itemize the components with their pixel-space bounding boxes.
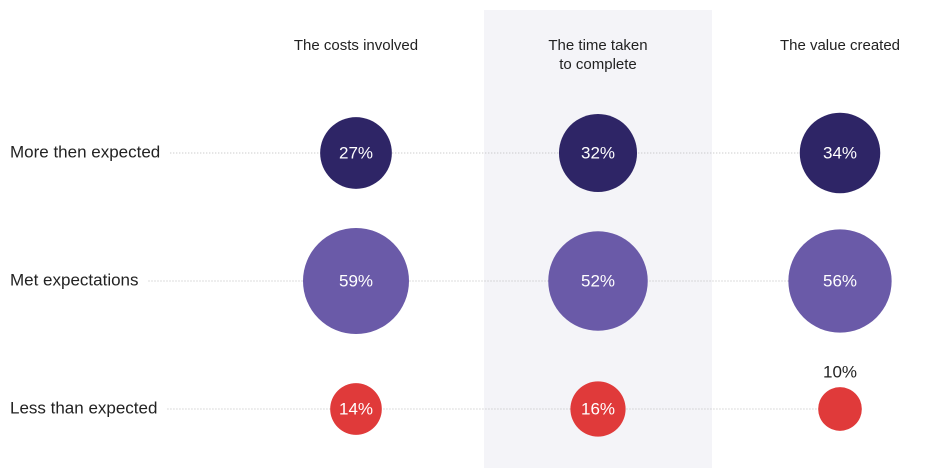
bubble: [570, 381, 626, 437]
bubble: [799, 112, 881, 194]
value-label: 16%: [581, 399, 615, 418]
value-label: 59%: [339, 271, 373, 290]
row-label: Less than expected: [10, 398, 157, 417]
value-label: 10%: [823, 363, 857, 382]
value-label: 52%: [581, 271, 615, 290]
row-label: More then expected: [10, 142, 160, 161]
bubble: [303, 228, 409, 334]
bubble: [558, 113, 638, 193]
bubble: [320, 117, 392, 189]
value-label: 56%: [823, 271, 857, 290]
value-label: 14%: [339, 399, 373, 418]
bubble: [788, 229, 892, 333]
bubble: [548, 231, 648, 331]
value-label: 34%: [823, 143, 857, 162]
value-label: 27%: [339, 143, 373, 162]
column-header: The costs involved: [293, 37, 419, 54]
column-header: The time taken to complete: [548, 37, 648, 73]
value-label: 32%: [581, 143, 615, 162]
column-header: The value created: [779, 37, 901, 54]
bubble: [330, 383, 382, 435]
row-label: Met expectations: [10, 270, 139, 289]
bubble: [818, 387, 862, 431]
